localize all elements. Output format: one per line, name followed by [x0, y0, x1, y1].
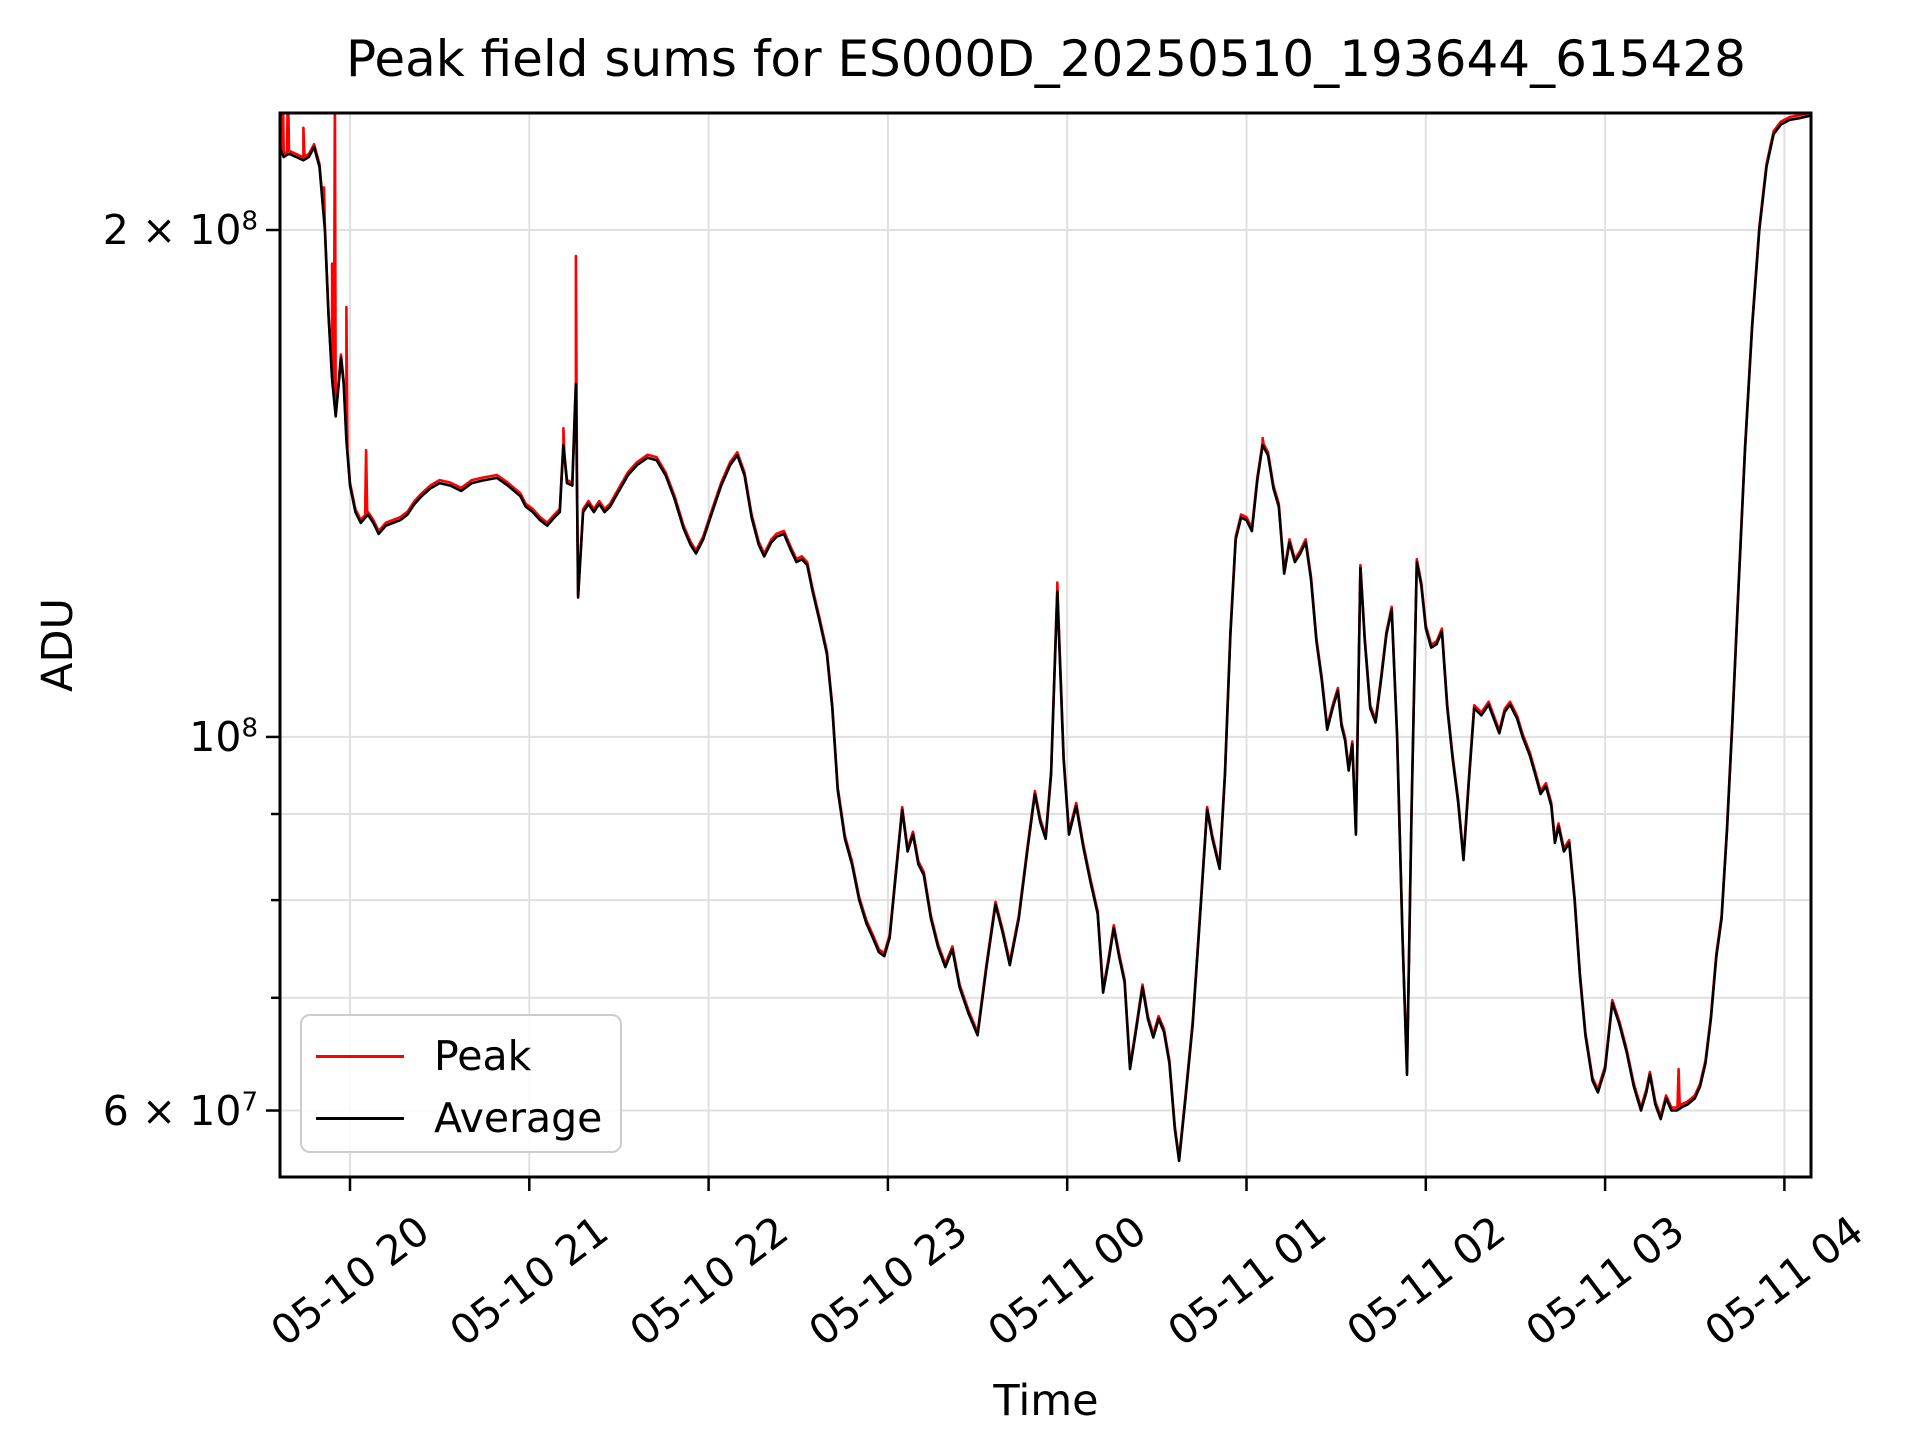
average-line-swatch [316, 1116, 404, 1120]
legend-label-peak: Peak [434, 1031, 532, 1080]
series-lines [280, 113, 1811, 1163]
legend-label-average: Average [434, 1093, 603, 1142]
peak-line-swatch [316, 1054, 404, 1058]
axes-spines [278, 111, 1813, 1179]
tick-marks [266, 228, 1786, 1191]
legend-item-peak: Peak [302, 1028, 620, 1084]
y-axis-label: ADU [33, 598, 83, 692]
gridlines [280, 113, 1811, 1177]
legend-item-average: Average [302, 1090, 620, 1146]
legend: Peak Average [300, 1014, 622, 1153]
average-series-line [280, 114, 1811, 1163]
chart-title: Peak field sums for ES000D_20250510_1936… [346, 30, 1746, 88]
x-axis-label: Time [993, 1376, 1099, 1426]
